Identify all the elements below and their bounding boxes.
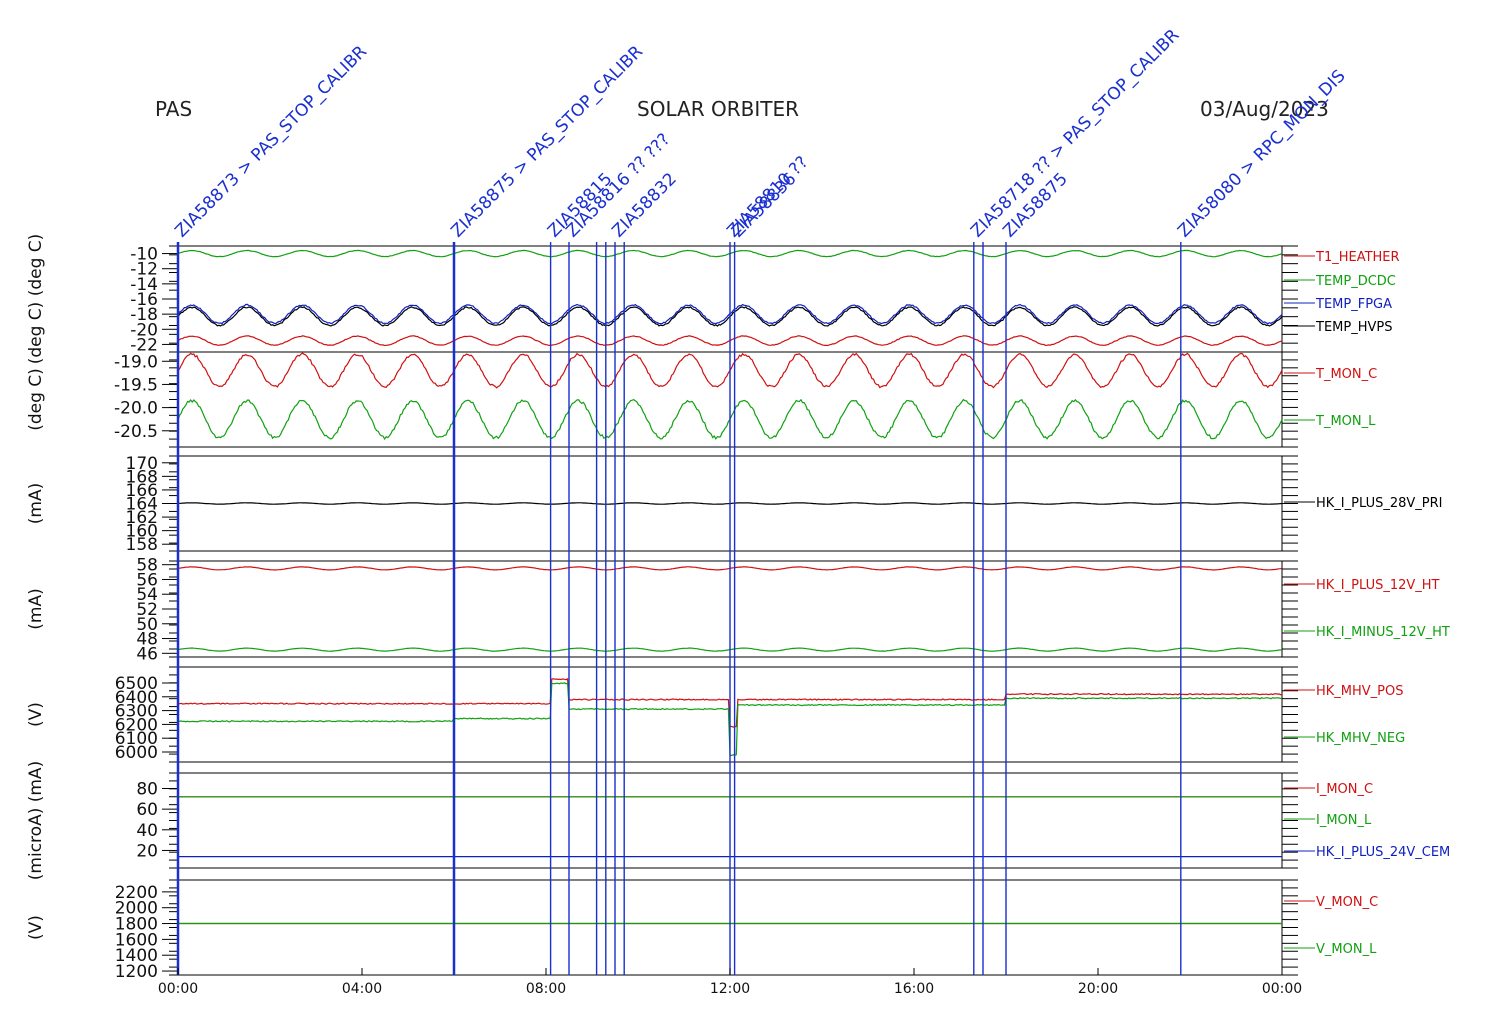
legend-label: T_MON_L <box>1315 414 1376 429</box>
x-tick-label: 20:00 <box>1078 981 1118 997</box>
panel-4: 58565452504846(mA)HK_I_PLUS_12V_HTHK_I_M… <box>26 556 1450 665</box>
legend-label: TEMP_HVPS <box>1315 320 1392 335</box>
annotation-label: ZIA58873 > PAS_STOP_CALIBR <box>171 42 371 242</box>
x-tick-label: 08:00 <box>526 981 566 997</box>
x-tick-label: 04:00 <box>342 981 382 997</box>
header-left: PAS <box>155 97 192 121</box>
panel-1: -10-12-14-16-18-20-22(deg C) (deg C) T1_H… <box>26 234 1400 365</box>
legend-label: TEMP_DCDC <box>1315 274 1396 289</box>
y-tick-label: -19.0 <box>114 352 158 372</box>
y-tick-label: 20 <box>136 841 158 861</box>
y-axis-title: (deg C) (deg C) <box>26 234 46 365</box>
x-tick-label: 12:00 <box>710 981 750 997</box>
legend-label: HK_MHV_POS <box>1316 684 1404 699</box>
annotation-label: ZIA58718 ?? > PAS_STOP_CALIBR <box>967 25 1183 241</box>
legend-label: HK_I_PLUS_12V_HT <box>1316 578 1440 593</box>
legend-label: HK_I_MINUS_12V_HT <box>1316 625 1450 640</box>
y-axis-title: (deg C) <box>26 368 46 431</box>
panel-6: 80604020 (microA) (mA) I_MON_C I_MON_L HK_I_… <box>26 761 1450 880</box>
y-axis-title: (mA) <box>26 588 46 629</box>
x-tick-label: 00:00 <box>1262 981 1302 997</box>
legend-label: V_MON_L <box>1316 942 1377 957</box>
y-tick-label: 46 <box>136 644 158 664</box>
panel-5: 650064006300620061006000(V)HK_MHV_POSHK_… <box>26 667 1405 763</box>
legend-label: HK_MHV_NEG <box>1316 731 1405 746</box>
y-tick-label: 40 <box>136 821 158 841</box>
legend-label: TEMP_FPGA <box>1315 297 1392 312</box>
y-tick-label: -20.0 <box>114 399 158 419</box>
panel-7: 220020001800160014001200(V)V_MON_CV_MON_… <box>26 880 1378 982</box>
x-axis: 00:00 04:00 08:00 12:00 16:00 20:00 00:00 <box>158 968 1302 997</box>
y-tick-label: 6000 <box>115 743 158 763</box>
legend-label: V_MON_C <box>1316 895 1378 910</box>
y-tick-label: 1200 <box>115 962 158 982</box>
y-axis-title: (mA) <box>26 483 46 524</box>
legend-label: T1_HEATHER <box>1315 250 1400 265</box>
panel-2: -19.0 -19.5 -20.0 -20.5 (deg C) T_MON_C T_MON_… <box>26 352 1377 447</box>
y-axis-title: (V) <box>26 915 46 940</box>
panels-layer: -10-12-14-16-18-20-22(deg C) (deg C) T1_H… <box>26 234 1450 982</box>
annotation-label: ZIA58080 > RPC_MON_DIS <box>1174 66 1349 241</box>
legend-label: I_MON_C <box>1316 782 1373 797</box>
y-tick-label: 60 <box>136 800 158 820</box>
header-center: SOLAR ORBITER <box>637 97 799 121</box>
annotation-label: ZIA58875 > PAS_STOP_CALIBR <box>447 42 647 242</box>
legend-label: I_MON_L <box>1316 813 1372 828</box>
y-tick-label: 158 <box>126 535 158 555</box>
y-tick-label: -19.5 <box>114 375 158 395</box>
annotation-layer: ZIA58873 > PAS_STOP_CALIBR ZIA58875 > PAS… <box>171 25 1349 241</box>
legend-label: HK_I_PLUS_28V_PRI <box>1316 496 1442 511</box>
x-tick-label: 00:00 <box>158 981 198 997</box>
legend-label: T_MON_C <box>1315 367 1377 382</box>
y-tick-label: 80 <box>136 779 158 799</box>
y-axis-title: (microA) (mA) <box>26 761 46 880</box>
y-tick-label: -20.5 <box>114 422 158 442</box>
y-axis-title: (V) <box>26 702 46 727</box>
annotation-label: ZIA58836 <box>728 169 800 241</box>
legend-label: HK_I_PLUS_24V_CEM <box>1316 845 1450 860</box>
x-tick-label: 16:00 <box>894 981 934 997</box>
